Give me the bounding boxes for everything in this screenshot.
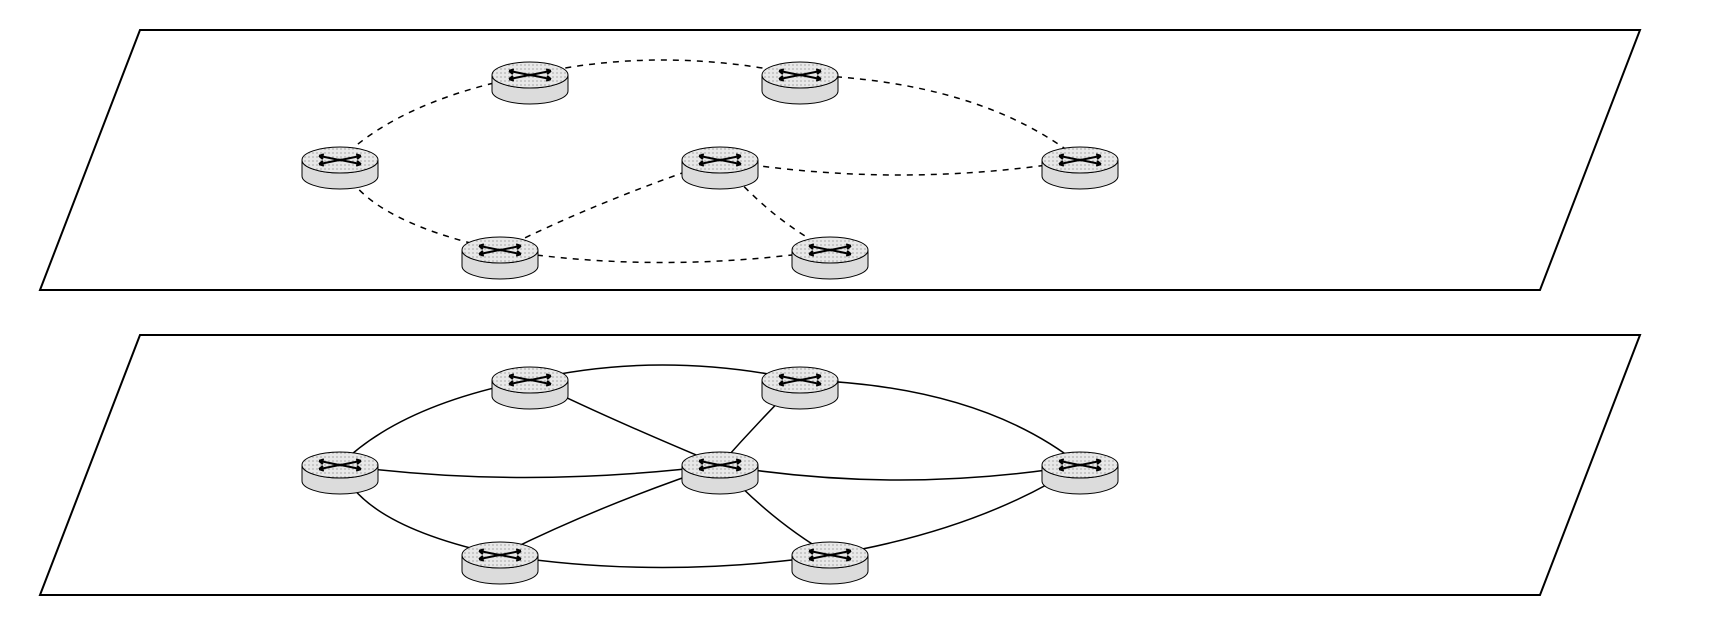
link-b6-b2 [500, 555, 830, 568]
link-t5-t7 [800, 75, 1080, 160]
router-b2 [462, 542, 538, 584]
router-t7 [1042, 147, 1118, 189]
network-diagram [0, 0, 1726, 634]
router-t4 [682, 147, 758, 189]
link-t7-t4 [720, 160, 1080, 175]
link-b7-b4 [720, 465, 1080, 480]
router-t6 [792, 237, 868, 279]
router-t3 [492, 62, 568, 104]
router-b5 [762, 367, 838, 409]
router-b1 [302, 452, 378, 494]
link-t3-t5 [530, 60, 800, 75]
router-t5 [762, 62, 838, 104]
router-t2 [462, 237, 538, 279]
link-t6-t2 [500, 250, 830, 263]
router-t1 [302, 147, 378, 189]
router-b4 [682, 452, 758, 494]
link-b5-b7 [800, 380, 1080, 465]
router-b3 [492, 367, 568, 409]
router-b6 [792, 542, 868, 584]
link-b1-b4 [340, 465, 720, 478]
router-b7 [1042, 452, 1118, 494]
link-b3-b5 [530, 365, 800, 380]
